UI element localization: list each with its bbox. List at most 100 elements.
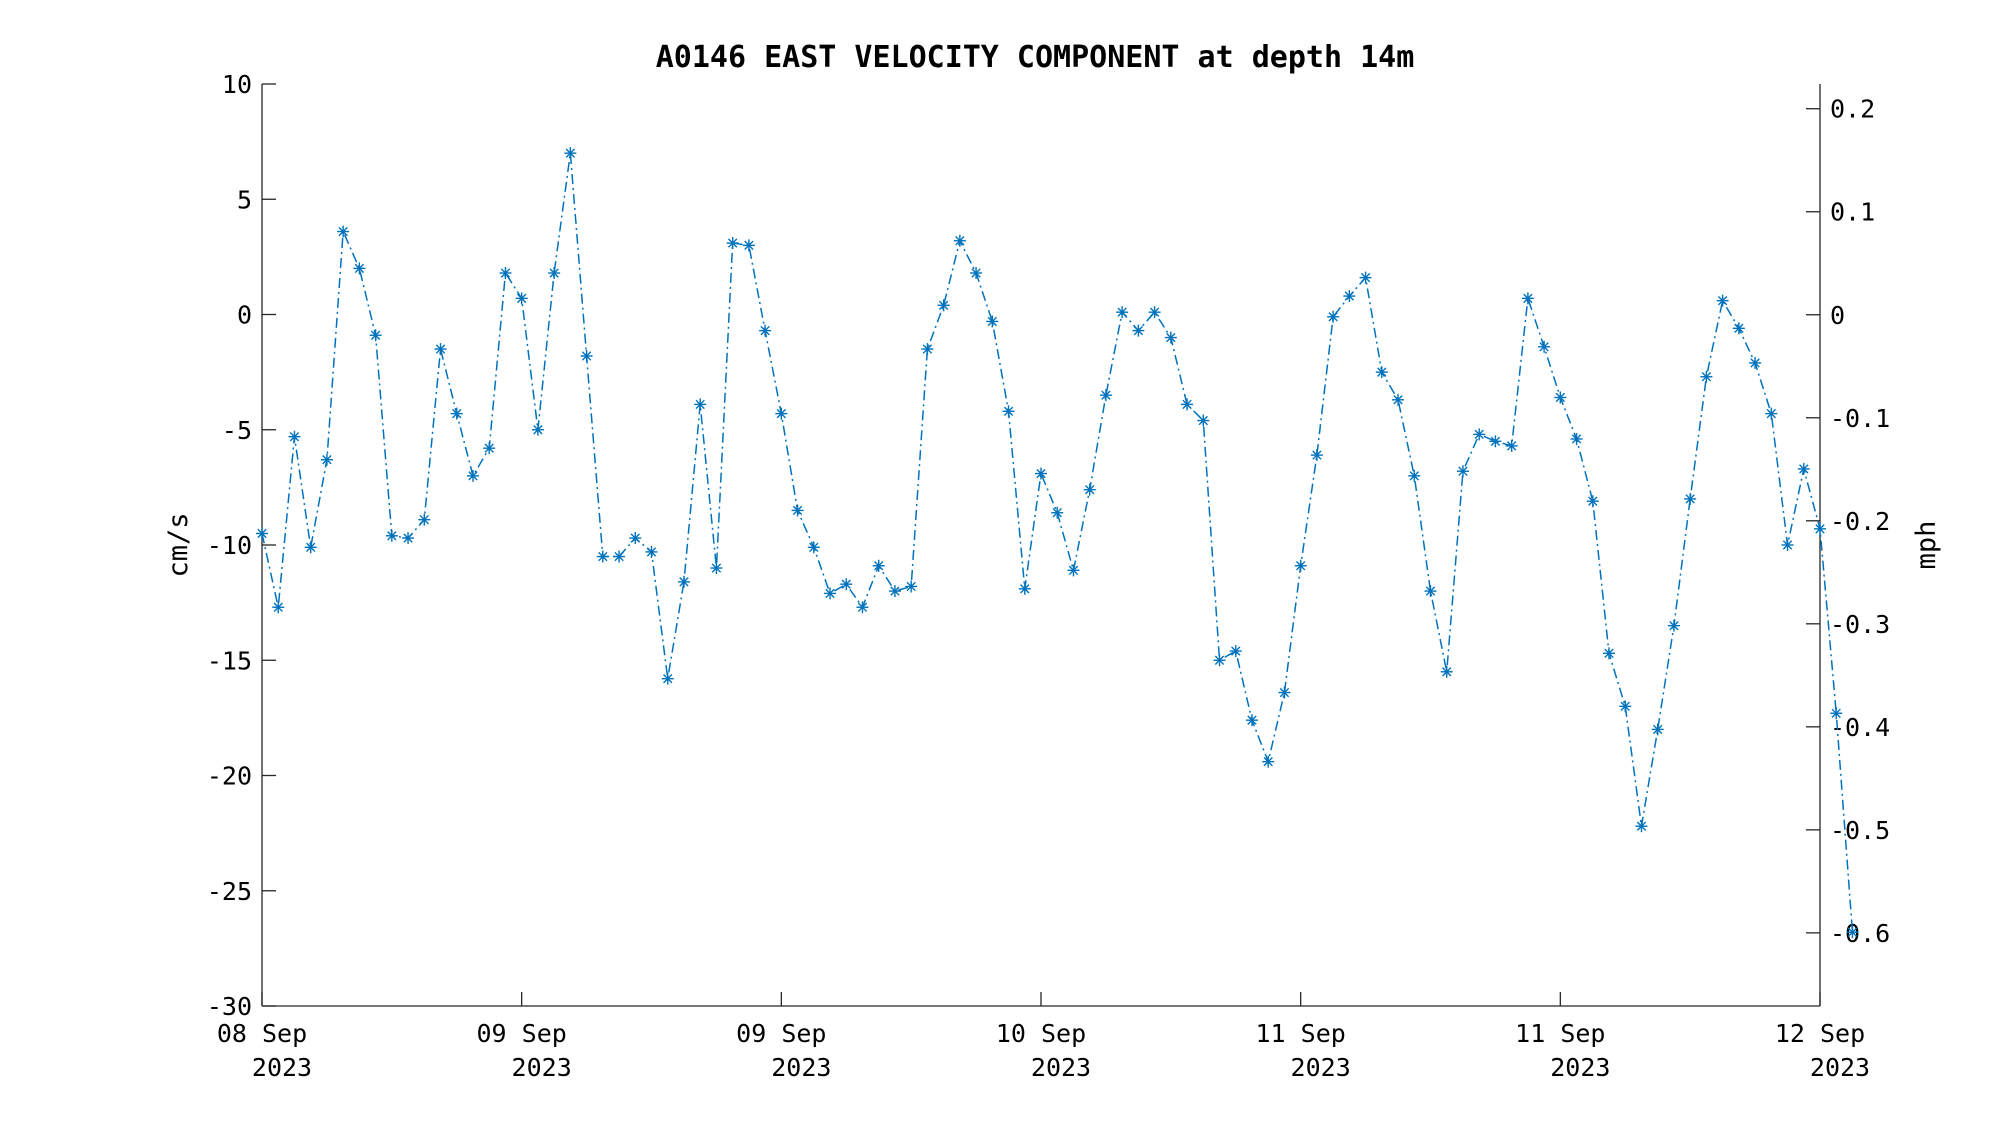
y-tick-label-right: 0.1 [1830, 198, 1875, 227]
y-tick-label-right: -0.2 [1830, 507, 1890, 536]
data-point-marker [726, 237, 739, 250]
data-point-marker [1700, 370, 1713, 383]
data-point-marker [1667, 619, 1680, 632]
data-point-marker [402, 532, 415, 545]
data-point-marker [1749, 356, 1762, 369]
data-point-marker [1343, 290, 1356, 303]
x-tick-label-year: 2023 [1550, 1053, 1610, 1082]
data-point-marker [320, 453, 333, 466]
data-point-marker [385, 529, 398, 542]
data-point-marker [1797, 462, 1810, 475]
data-point-marker [466, 469, 479, 482]
data-point-marker [1814, 522, 1826, 535]
data-point-marker [986, 315, 999, 328]
data-point-marker [1538, 340, 1551, 353]
x-tick-label-year: 2023 [512, 1053, 572, 1082]
data-point-marker [1505, 439, 1518, 452]
data-point-marker [1035, 467, 1047, 480]
data-point-marker [613, 550, 626, 563]
data-point-marker [1392, 393, 1405, 406]
x-tick-label-date: 11 Sep [1256, 1019, 1346, 1048]
data-point-marker [1684, 492, 1697, 505]
data-point-marker [872, 559, 885, 572]
data-point-marker [1359, 271, 1372, 284]
data-point-marker [288, 430, 301, 443]
data-point-marker [548, 267, 561, 280]
y-tick-label-left: -10 [207, 531, 252, 560]
data-point-marker [645, 545, 658, 558]
data-point-marker [1781, 539, 1794, 551]
data-point-marker [905, 580, 918, 593]
data-point-marker [1213, 654, 1226, 667]
data-point-marker [1473, 428, 1486, 441]
data-point-marker [1765, 407, 1778, 420]
x-tick-label-date: 09 Sep [736, 1019, 826, 1048]
y-tick-label-left: 0 [237, 301, 252, 330]
data-point-marker [515, 292, 528, 305]
data-point-marker [256, 527, 268, 540]
data-point-marker [1830, 707, 1843, 720]
y-tick-label-left: -15 [207, 646, 252, 675]
y-axis-label-right: mph [1911, 521, 1942, 570]
data-point-marker [1164, 331, 1177, 344]
data-point-marker [694, 398, 707, 411]
data-point-marker [1310, 449, 1323, 462]
x-tick-label-year: 2023 [252, 1053, 312, 1082]
x-tick-label-date: 11 Sep [1515, 1019, 1605, 1048]
data-point-marker [1197, 414, 1210, 427]
data-point-marker [1554, 391, 1567, 404]
data-point-marker [1294, 559, 1307, 572]
y-tick-label-right: -0.3 [1830, 610, 1890, 639]
plot-axes [261, 84, 1821, 1007]
x-tick-label-date: 10 Sep [996, 1019, 1086, 1048]
data-point-marker [1521, 292, 1534, 305]
data-point-marker [629, 532, 642, 545]
data-point-marker [1002, 405, 1015, 418]
series-line [261, 153, 1854, 933]
x-tick-label-year: 2023 [1291, 1053, 1351, 1082]
data-point-marker [272, 601, 285, 614]
data-point-marker [1651, 723, 1664, 736]
data-point-marker [1148, 306, 1161, 319]
data-point-marker [1262, 755, 1275, 768]
data-point-marker [1018, 582, 1031, 595]
x-tick-label-year: 2023 [1031, 1053, 1091, 1082]
data-point-marker [1132, 324, 1145, 337]
y-tick-label-left: -5 [222, 416, 252, 445]
data-point-marker [937, 299, 950, 312]
data-point-marker [1716, 294, 1729, 307]
data-point-marker [483, 442, 496, 455]
y-tick-label-left: -25 [207, 877, 252, 906]
data-point-marker [1278, 686, 1291, 699]
data-point-marker [1327, 310, 1340, 323]
y-tick-label-right: -0.1 [1830, 404, 1890, 433]
data-point-marker [499, 267, 512, 280]
data-point-marker [1424, 585, 1437, 598]
data-point-marker [856, 601, 869, 614]
data-point-marker [791, 504, 804, 517]
data-point-marker [564, 147, 577, 160]
y-tick-label-right: 0.2 [1830, 95, 1875, 124]
data-point-marker [661, 672, 674, 685]
data-point-marker [970, 267, 983, 280]
x-tick-label-year: 2023 [1810, 1053, 1870, 1082]
data-point-marker [1456, 465, 1469, 478]
y-tick-label-right: -0.6 [1830, 919, 1890, 948]
data-point-marker [1099, 389, 1112, 402]
data-point-marker [434, 343, 447, 356]
data-point-marker [1083, 483, 1096, 496]
x-tick-label-date: 09 Sep [477, 1019, 567, 1048]
data-point-marker [1570, 432, 1583, 445]
data-point-marker [353, 262, 366, 275]
data-point-marker [580, 349, 593, 362]
data-point-marker [1586, 495, 1599, 508]
data-point-marker [921, 343, 934, 356]
data-point-marker [1408, 469, 1421, 482]
data-point-marker [807, 541, 820, 554]
y-tick-label-left: -30 [207, 992, 252, 1021]
y-axis-label-left: cm/s [163, 512, 194, 577]
data-point-marker [1116, 306, 1129, 319]
data-point-marker [677, 575, 690, 588]
chart-title: A0146 EAST VELOCITY COMPONENT at depth 1… [656, 40, 1415, 75]
